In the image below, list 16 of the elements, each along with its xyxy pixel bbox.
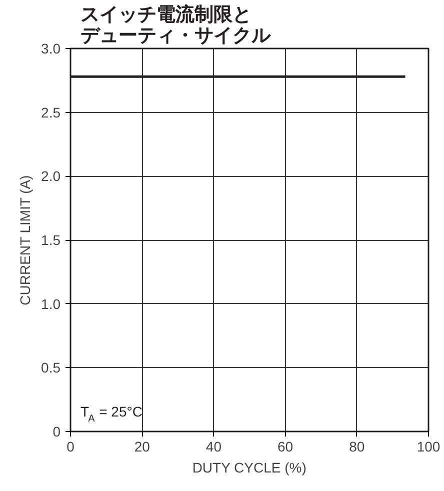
y-tick-label: 0.5 <box>41 360 61 376</box>
x-tick-label: 80 <box>349 438 365 454</box>
y-tick-label: 2.0 <box>41 168 61 184</box>
y-tick-label: 0 <box>52 424 61 440</box>
x-tick-label: 60 <box>278 438 294 454</box>
y-tick-label: 1.5 <box>41 232 61 248</box>
x-axis-title: DUTY CYCLE (%) <box>192 460 306 476</box>
x-tick-label: 100 <box>416 438 440 454</box>
y-tick-label: 2.5 <box>41 104 61 120</box>
x-tick-label: 40 <box>206 438 222 454</box>
y-axis-title: CURRENT LIMIT (A) <box>17 175 34 306</box>
x-tick-label: 20 <box>134 438 150 454</box>
y-tick-label: 1.0 <box>41 296 61 312</box>
y-tick-label: 3.0 <box>41 40 61 56</box>
chart-title: スイッチ電流制限とデューティ・サイクル <box>80 4 272 46</box>
x-tick-label: 0 <box>66 438 75 454</box>
